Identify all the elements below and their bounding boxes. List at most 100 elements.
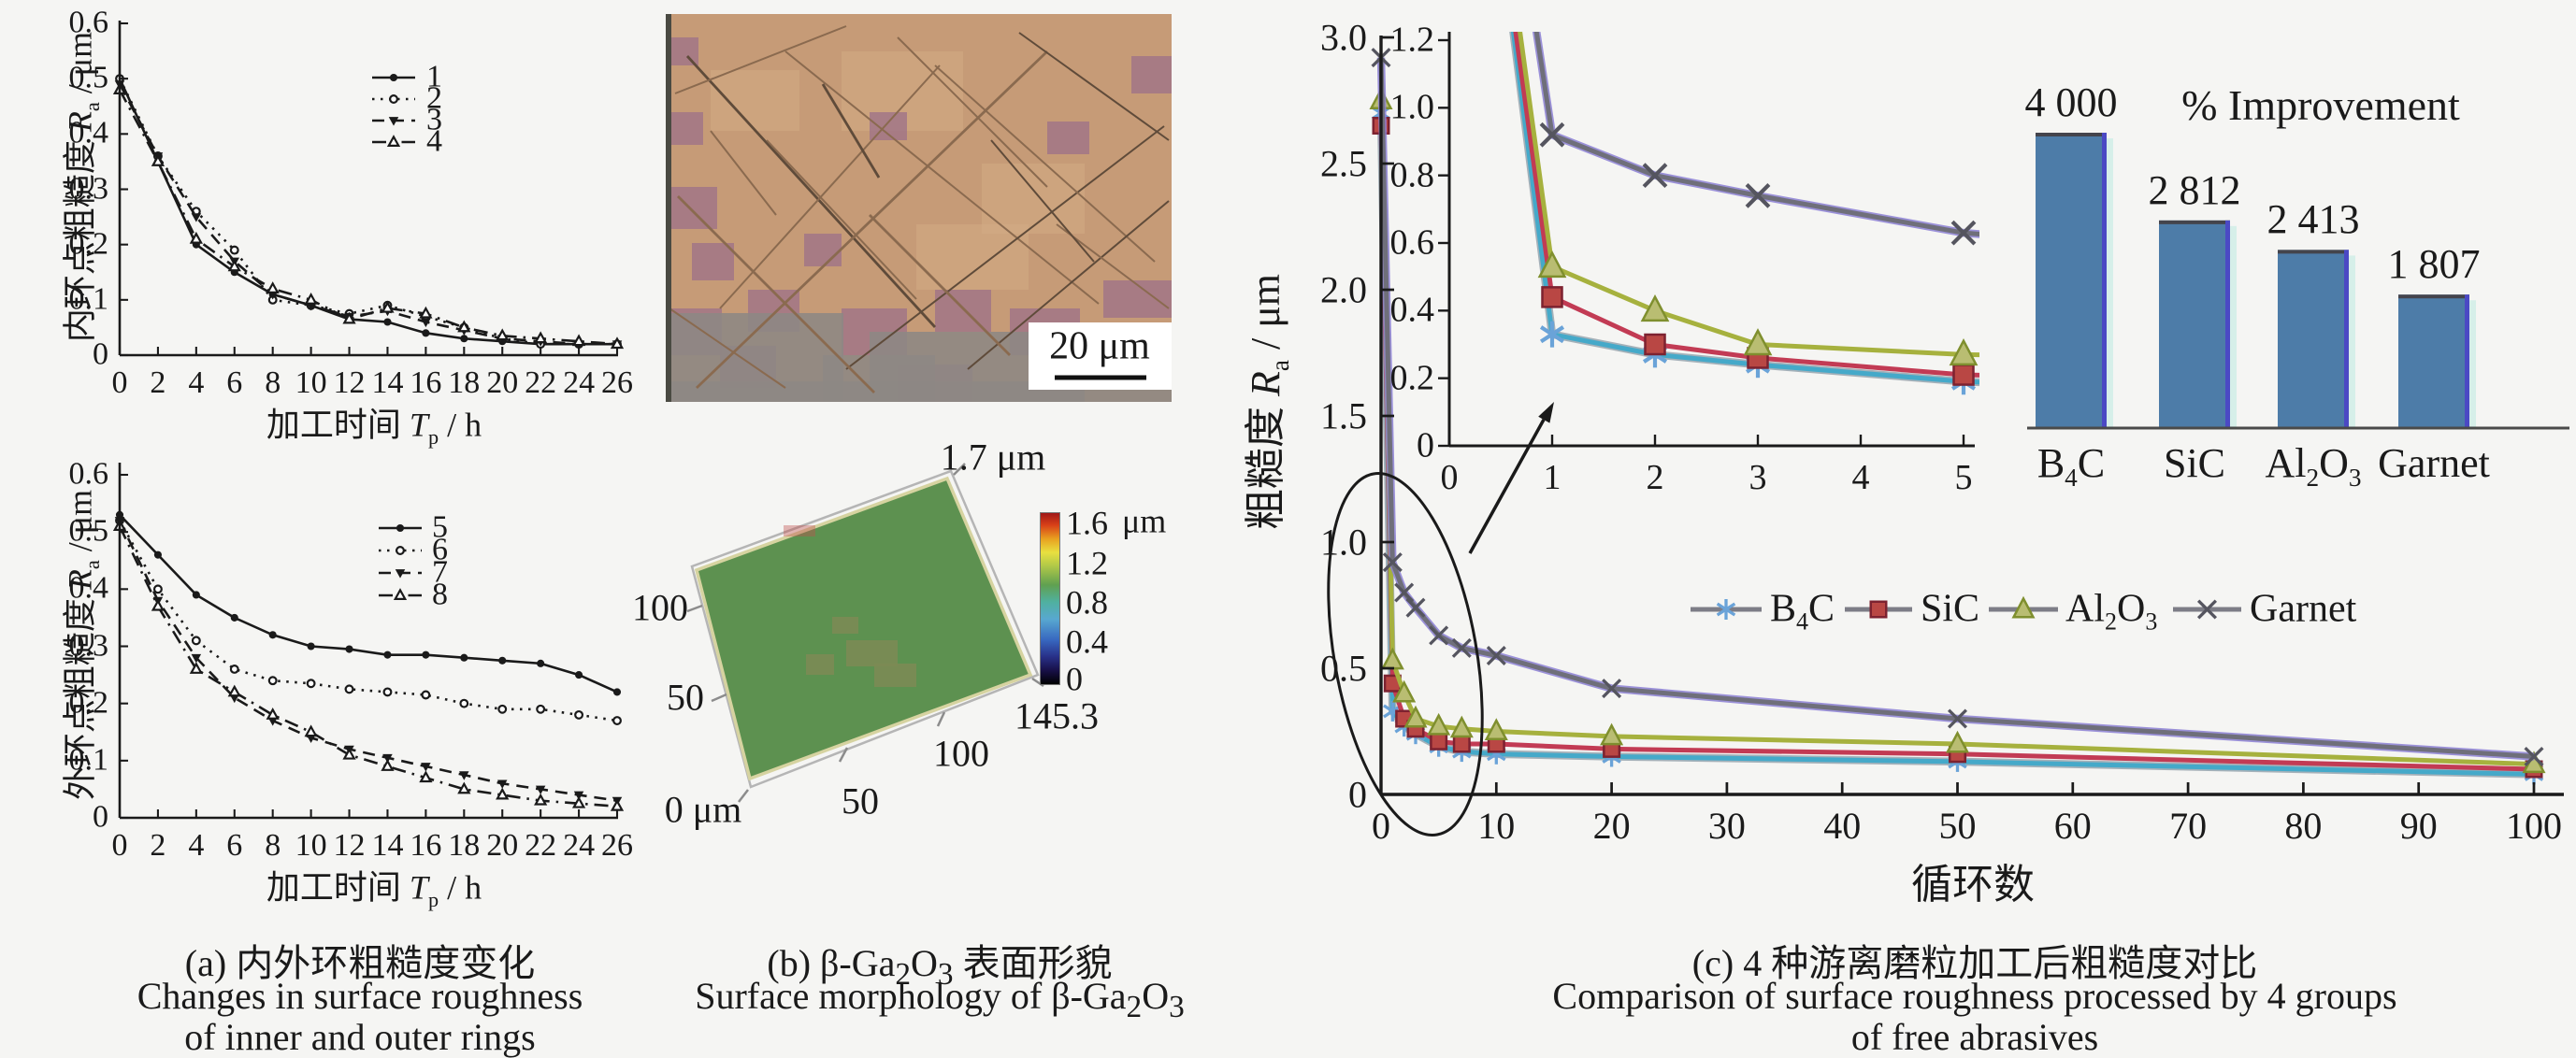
micrograph-scratch — [719, 64, 941, 309]
marker-circle — [536, 704, 546, 714]
marker-circle — [229, 665, 239, 674]
marker-triangle-filled — [1403, 705, 1428, 728]
micrograph-scratch — [869, 214, 1011, 356]
marker-triangle-down — [535, 785, 546, 795]
marker-dot — [383, 318, 392, 326]
bar-1 — [2159, 220, 2230, 428]
surface-red-mark — [784, 525, 815, 536]
zoom-ellipse — [1327, 472, 1484, 836]
micrograph-highlight — [982, 164, 1085, 234]
marker-dot — [268, 631, 277, 639]
micrograph-scratch — [766, 139, 917, 300]
marker-triangle-up — [381, 759, 395, 771]
comparison-chart — [1369, 36, 2564, 796]
surface-texture-patch — [846, 640, 898, 666]
marker-triangle-down — [382, 753, 393, 764]
improvement-bar-chart — [2027, 133, 2569, 430]
marker-dot — [389, 73, 398, 82]
inner-ring-chart — [112, 21, 625, 357]
marker-triangle-up — [571, 795, 586, 808]
marker-triangle-up — [342, 311, 356, 324]
marker-triangle-up — [393, 588, 408, 600]
micrograph-scratch — [710, 130, 777, 216]
marker-triangle-up — [342, 747, 356, 760]
bar-aura — [2349, 255, 2355, 428]
micrograph-image — [666, 14, 1172, 402]
marker-triangle-filled — [1949, 337, 1979, 366]
marker-triangle-up — [381, 300, 395, 313]
marker-circle — [497, 704, 508, 714]
bar-aura — [2230, 225, 2237, 428]
marker-triangle-down — [459, 771, 469, 780]
series-line-8 — [118, 525, 618, 808]
marker-circle — [396, 546, 405, 555]
marker-circle — [344, 684, 354, 694]
outer-ring-chart — [112, 463, 625, 820]
surface-frame — [690, 469, 1040, 789]
series-line-5 — [119, 513, 618, 693]
marker-triangle-down — [191, 213, 202, 222]
marker-circle — [574, 709, 584, 720]
micrograph-patch — [1047, 122, 1089, 154]
series-line-shadow — [1376, 57, 2535, 761]
zoom-annotation — [1327, 402, 1554, 836]
micrograph-scratch — [696, 50, 1048, 390]
bar-top-edge — [2278, 250, 2349, 254]
marker-dot — [575, 671, 583, 679]
marker-triangle-up — [189, 662, 203, 674]
surface-tick — [686, 604, 703, 613]
marker-triangle-up — [151, 598, 165, 611]
marker-triangle-up — [419, 770, 433, 783]
micrograph-patch — [935, 290, 991, 332]
series-line-B_4C — [1510, 32, 1979, 385]
marker-triangle-up — [457, 781, 471, 794]
marker-triangle-up — [227, 684, 241, 697]
marker-triangle-filled — [1449, 715, 1474, 738]
micrograph-scratch — [845, 125, 1165, 370]
marker-triangle-up — [266, 708, 280, 720]
micrograph-scratch — [677, 195, 875, 393]
marker-triangle-up — [304, 292, 318, 305]
surface-tick — [953, 463, 966, 476]
marker-triangle-filled — [1484, 718, 1508, 740]
surface-tick — [936, 711, 946, 727]
bar-right-edge — [2225, 220, 2230, 428]
micrograph-highlight — [711, 70, 799, 131]
marker-square — [1430, 732, 1448, 751]
bar-aura — [2107, 138, 2113, 428]
surface-tick — [738, 789, 749, 803]
surface-quad — [694, 476, 1033, 781]
marker-x — [2467, 249, 2489, 271]
marker-dot — [537, 659, 545, 667]
zoom-arrow-head — [1538, 402, 1554, 423]
micrograph-scratch — [934, 64, 1156, 263]
comparison-inset-chart — [1438, 32, 2489, 448]
bar-top-edge — [2036, 133, 2107, 136]
marker-dot — [612, 688, 622, 696]
micrograph-scratch — [1018, 32, 1170, 141]
micrograph-patch — [666, 112, 703, 145]
marker-triangle-filled — [1743, 328, 1773, 356]
marker-square — [1869, 600, 1888, 619]
marker-triangle-down — [191, 653, 202, 664]
marker-circle — [229, 245, 239, 255]
marker-triangle-filled — [1537, 250, 1567, 279]
marker-triangle-filled — [1945, 730, 1970, 753]
marker-triangle-down — [421, 763, 431, 772]
marker-triangle-down — [573, 791, 584, 801]
marker-dot — [345, 645, 353, 653]
micrograph-scratch — [821, 83, 881, 179]
marker-triangle-up — [227, 259, 241, 272]
marker-triangle-filled — [2011, 595, 2036, 619]
marker-triangle-up — [457, 320, 471, 333]
micrograph-scratch — [967, 200, 1170, 370]
marker-triangle-down — [496, 779, 508, 789]
marker-dot — [460, 335, 468, 343]
surface-tick — [711, 693, 727, 703]
micrograph-scratch — [897, 36, 1048, 188]
micrograph-scratch — [674, 25, 847, 94]
micrograph-patch — [1131, 56, 1172, 93]
marker-triangle-up — [496, 328, 510, 341]
